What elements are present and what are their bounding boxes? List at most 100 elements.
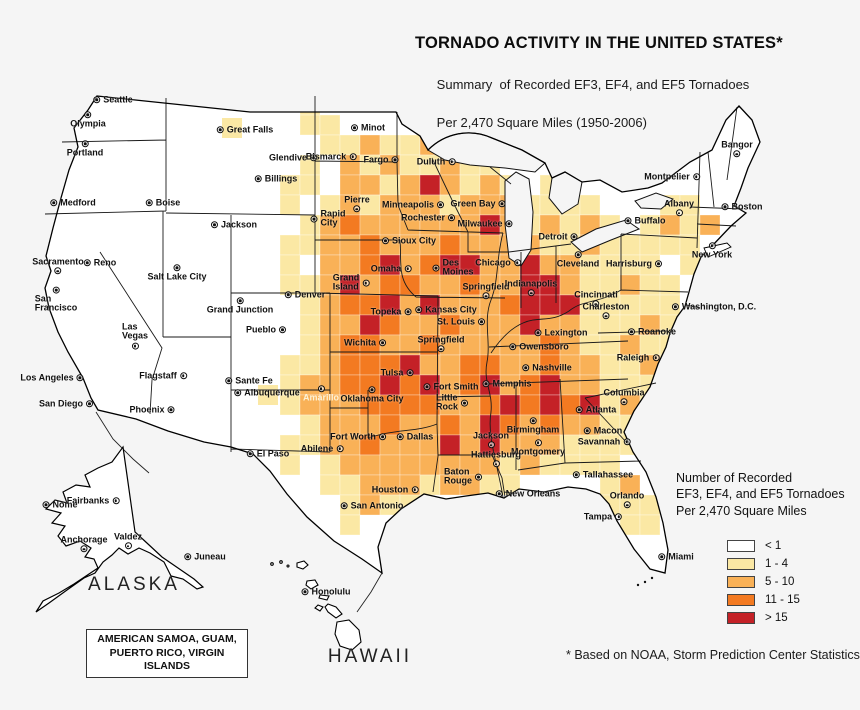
- grid-cell: [419, 174, 441, 196]
- city-montgomery: Montgomery: [511, 439, 565, 456]
- city-name: Portland: [66, 147, 104, 158]
- legend-item: 11 - 15: [727, 594, 800, 606]
- city-valdez: Valdez: [114, 531, 142, 550]
- city-name: Boise: [155, 197, 181, 208]
- city-denver: Denver: [284, 289, 325, 299]
- city-marker-icon: [76, 374, 84, 382]
- city-marker-icon: [432, 264, 440, 272]
- grid-cell: [639, 514, 661, 536]
- city-chicago: Chicago: [475, 257, 521, 267]
- city-name: Houston: [371, 484, 409, 495]
- small-island-dot: [279, 560, 283, 564]
- city-olympia: Olympia: [70, 111, 106, 128]
- city-marker-icon: [495, 490, 503, 498]
- grid-cell: [639, 294, 661, 316]
- city-marker-icon: [84, 111, 92, 119]
- grid-cell: [639, 274, 661, 296]
- city-atlanta: Atlanta: [575, 404, 616, 414]
- grid-cell: [279, 394, 301, 416]
- city-marker-icon: [353, 205, 361, 213]
- city-marker-icon: [54, 267, 62, 275]
- city-name: Macon: [593, 425, 623, 436]
- grid-cell: [539, 374, 561, 396]
- city-name: Des Moines: [442, 257, 474, 277]
- grid-cell: [319, 474, 341, 496]
- city-marker-icon: [145, 199, 153, 207]
- city-name: Buffalo: [634, 215, 666, 226]
- city-green-bay: Green Bay: [450, 198, 506, 208]
- city-name: Great Falls: [226, 124, 274, 135]
- city-san-diego: San Diego: [39, 398, 94, 408]
- city-raleigh: Raleigh: [617, 352, 660, 362]
- city-name: Cincinnati: [574, 289, 618, 300]
- city-el-paso: El Paso: [246, 448, 289, 458]
- city-marker-icon: [482, 292, 490, 300]
- city-marker-icon: [351, 124, 358, 132]
- city-name: Honolulu: [311, 586, 351, 597]
- city-marker-icon: [173, 264, 181, 272]
- city-marker-icon: [652, 354, 660, 362]
- city-orlando: Orlando: [610, 490, 644, 509]
- city-name: Fort Worth: [330, 431, 376, 442]
- legend-item: 1 - 4: [727, 558, 800, 570]
- city-name: Owensboro: [519, 341, 569, 352]
- city-kansas-city: Kansas City: [415, 304, 477, 315]
- grid-cell: [379, 454, 401, 476]
- city-marker-icon: [362, 279, 370, 287]
- city-tallahassee: Tallahassee: [572, 469, 633, 479]
- florida-keys: [636, 576, 654, 587]
- grid-cell: [319, 114, 341, 136]
- grid-cell: [399, 454, 421, 476]
- city-name: Las Vegas: [121, 321, 149, 341]
- city-name: Medford: [60, 197, 96, 208]
- city-marker-icon: [93, 96, 101, 104]
- city-marker-icon: [437, 201, 445, 209]
- legend-item: < 1: [727, 540, 800, 552]
- city-name: Wichita: [344, 337, 376, 348]
- city-name: Oklahoma City: [340, 393, 404, 404]
- city-name: St. Louis: [437, 316, 475, 327]
- city-marker-icon: [627, 328, 635, 336]
- legend-label: 1 - 4: [765, 558, 789, 570]
- grid-cell: [319, 234, 341, 256]
- city-marker-icon: [404, 265, 412, 273]
- city-marker-icon: [86, 400, 94, 408]
- city-name: Jackson: [220, 219, 258, 230]
- grid-cell: [279, 254, 301, 276]
- legend-swatch: [727, 576, 755, 588]
- city-billings: Billings: [254, 173, 297, 183]
- city-new-orleans: New Orleans: [495, 488, 560, 498]
- city-marker-icon: [448, 214, 456, 222]
- grid-cell: [419, 274, 441, 296]
- city-name: Bismarck: [305, 151, 347, 162]
- city-fargo: Fargo: [363, 154, 399, 164]
- grid-cell: [359, 134, 381, 156]
- city-marker-icon: [505, 220, 513, 228]
- city-name: Pueblo: [245, 324, 277, 335]
- city-marker-icon: [131, 342, 139, 350]
- grid-cell: [419, 474, 441, 496]
- city-name: Kansas City: [425, 304, 477, 315]
- city-wichita: Wichita: [344, 337, 386, 348]
- city-marker-icon: [692, 173, 700, 181]
- city-nashville: Nashville: [522, 362, 572, 372]
- grid-cell: [459, 354, 481, 376]
- grid-cell: [279, 194, 301, 216]
- grid-cell: [659, 234, 681, 256]
- grid-cell: [379, 314, 401, 336]
- grid-cell: [299, 314, 321, 336]
- city-cleveland: Cleveland: [557, 251, 599, 268]
- grid-cell: [339, 514, 361, 536]
- city-name: Juneau: [194, 551, 226, 562]
- grid-cell: [359, 234, 381, 256]
- city-marker-icon: [482, 380, 490, 388]
- city-marker-icon: [411, 486, 419, 494]
- long-island: [703, 242, 732, 258]
- city-name: Miami: [668, 551, 694, 562]
- city-marker-icon: [487, 441, 495, 449]
- grid-cell: [339, 174, 361, 196]
- grid-cell: [579, 334, 601, 356]
- city-name: Glendive: [268, 152, 308, 163]
- city-springfield: Springfield: [463, 281, 510, 300]
